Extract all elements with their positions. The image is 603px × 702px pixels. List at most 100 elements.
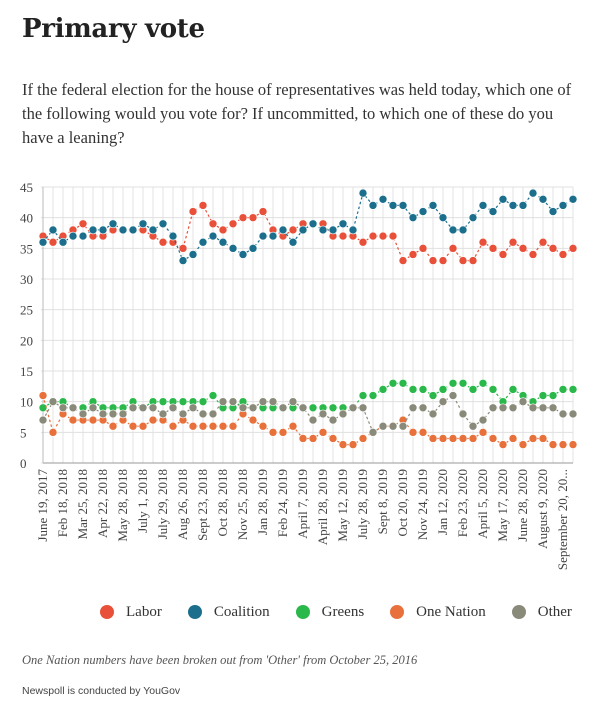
data-point-greens [448,378,458,388]
data-point-other [78,409,88,419]
data-point-one_nation [518,440,528,449]
data-point-coalition [308,219,318,229]
x-tick-label: Sept 23, 2018 [195,469,210,541]
data-point-other [448,391,458,400]
data-point-labor [448,244,458,253]
data-point-labor [518,244,528,253]
data-point-coalition [318,225,328,235]
data-point-other [378,421,388,431]
data-point-coalition [268,231,278,241]
data-point-one_nation [198,421,208,431]
data-point-coalition [178,256,188,265]
source-line: Newspoll is conducted by YouGov [22,685,181,697]
legend-item-one-nation[interactable]: One Nation [390,604,486,621]
data-point-coalition [58,237,68,247]
data-point-coalition [558,201,568,210]
data-point-other [118,409,128,419]
data-point-other [308,415,318,425]
survey-question: If the federal election for the house of… [22,80,572,147]
data-point-labor [368,231,378,241]
data-point-greens [328,403,338,413]
data-point-one_nation [348,440,358,449]
data-point-other [408,403,418,413]
data-point-coalition [548,207,558,216]
data-point-labor [158,237,168,247]
legend-label-one-nation: One Nation [416,603,486,620]
data-point-greens [418,385,428,394]
data-point-one_nation [278,428,288,437]
data-point-labor [398,256,408,265]
data-point-coalition [238,250,248,259]
legend-dot-one-nation [390,605,405,619]
data-point-other [188,403,198,413]
legend-item-other[interactable]: Other [511,604,572,621]
legend-item-greens[interactable]: Greens [295,604,364,621]
data-point-one_nation [478,428,488,437]
data-point-other [568,409,578,419]
legend-dot-labor [100,605,114,619]
data-point-coalition [468,213,478,222]
data-point-greens [308,403,318,413]
data-point-coalition [418,207,428,216]
data-point-one_nation [438,434,448,443]
legend-dot-coalition [187,605,202,619]
data-point-other [158,409,168,419]
data-point-one_nation [488,434,498,443]
data-point-coalition [198,237,208,247]
primary-vote-chart: 0 5 10 15 20 25 30 35 40 45 June 19, 2017 Feb 18, 2… [20,180,578,570]
legend-item-labor[interactable]: Labor [100,604,162,621]
data-point-one_nation [408,428,418,437]
data-point-coalition [68,231,78,241]
data-point-labor [468,256,478,265]
data-point-labor [538,237,548,247]
data-point-coalition [328,225,338,235]
data-point-other [438,397,448,406]
data-point-labor [338,231,348,241]
data-point-coalition [228,244,238,253]
data-point-greens [178,397,188,406]
data-point-other [328,415,338,425]
x-tick-label: July 28, 2019 [355,469,370,539]
data-point-labor [488,244,498,253]
data-point-labor [408,250,418,259]
data-point-one_nation [258,421,268,431]
data-point-greens [438,385,448,394]
data-point-one_nation [298,434,308,443]
data-point-other [398,421,408,431]
data-point-other [338,409,348,419]
data-point-other [218,397,228,406]
data-point-other [468,421,478,431]
data-point-coalition [438,213,448,222]
data-point-labor [198,201,208,210]
data-point-greens [358,391,368,400]
y-tick-label: 20 [20,333,33,348]
y-tick-label: 25 [20,303,33,318]
x-tick-label: Nov 24, 2019 [415,469,430,540]
data-point-other [98,409,108,419]
data-point-greens [458,378,468,388]
data-point-other [298,403,308,413]
data-point-labor [358,237,368,247]
x-tick-label: Oct 20, 2019 [395,469,410,537]
data-point-coalition [48,225,58,235]
x-tick-label: Nov 25, 2018 [235,469,250,540]
data-point-labor [438,256,448,265]
data-point-other [148,403,158,413]
x-tick-label: Sept 8, 2019 [375,469,390,534]
data-point-coalition [88,225,98,235]
data-point-labor [378,231,388,241]
data-point-greens [568,385,578,394]
x-tick-label: April 7, 2019 [295,469,310,539]
x-tick-label: April 28, 2019 [315,469,330,545]
data-point-coalition [528,188,538,198]
data-point-greens [478,378,488,388]
data-point-labor [78,219,88,229]
data-point-other [488,403,498,413]
data-point-coalition [38,237,48,247]
legend-item-coalition[interactable]: Coalition [187,604,270,621]
data-point-other [208,409,218,419]
y-tick-label: 35 [20,241,33,256]
data-point-greens [158,397,168,406]
data-point-one_nation [88,415,98,425]
data-point-one_nation [308,434,318,443]
